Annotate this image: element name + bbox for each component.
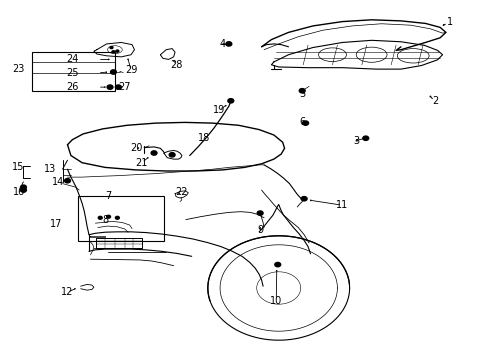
Circle shape: [107, 85, 113, 89]
Bar: [32, 52, 115, 91]
Text: 24: 24: [66, 54, 79, 64]
Text: 14: 14: [51, 177, 64, 187]
Circle shape: [169, 153, 175, 157]
Bar: [78, 196, 163, 241]
Circle shape: [98, 216, 102, 219]
Text: 11: 11: [335, 200, 348, 210]
Text: 5: 5: [299, 89, 305, 99]
Circle shape: [227, 99, 233, 103]
Text: 28: 28: [169, 60, 182, 70]
Circle shape: [110, 46, 113, 49]
Text: 15: 15: [12, 162, 25, 172]
Circle shape: [274, 262, 280, 267]
Text: 2: 2: [431, 96, 437, 106]
Text: 3: 3: [352, 136, 358, 146]
Circle shape: [64, 179, 70, 183]
Text: 10: 10: [269, 296, 282, 306]
Text: 25: 25: [66, 68, 79, 78]
Circle shape: [225, 42, 231, 46]
Text: 27: 27: [118, 82, 131, 92]
Circle shape: [302, 121, 308, 125]
Text: 16: 16: [12, 186, 25, 197]
Circle shape: [257, 211, 263, 215]
Circle shape: [20, 185, 26, 189]
Text: 26: 26: [66, 82, 79, 92]
Circle shape: [151, 151, 157, 155]
Text: 6: 6: [299, 117, 305, 127]
Text: 8: 8: [102, 215, 108, 225]
Circle shape: [299, 89, 305, 93]
Text: 23: 23: [12, 64, 25, 74]
Circle shape: [115, 216, 119, 219]
Text: 12: 12: [61, 287, 74, 297]
Text: 4: 4: [219, 39, 225, 49]
Circle shape: [20, 188, 26, 192]
Circle shape: [301, 197, 306, 201]
Text: 19: 19: [212, 105, 225, 115]
Circle shape: [106, 215, 110, 218]
Text: 17: 17: [50, 219, 62, 229]
Circle shape: [362, 136, 368, 140]
Text: 22: 22: [175, 186, 188, 197]
Text: 13: 13: [44, 164, 57, 174]
Text: 7: 7: [105, 191, 111, 201]
Circle shape: [116, 50, 119, 52]
Text: 1: 1: [446, 17, 452, 27]
Circle shape: [110, 70, 116, 74]
Text: 20: 20: [130, 143, 143, 153]
Text: 29: 29: [124, 65, 137, 75]
Circle shape: [115, 85, 121, 89]
Circle shape: [112, 51, 115, 53]
Text: 21: 21: [135, 158, 148, 168]
Text: 18: 18: [198, 132, 210, 143]
Text: 9: 9: [257, 225, 263, 235]
